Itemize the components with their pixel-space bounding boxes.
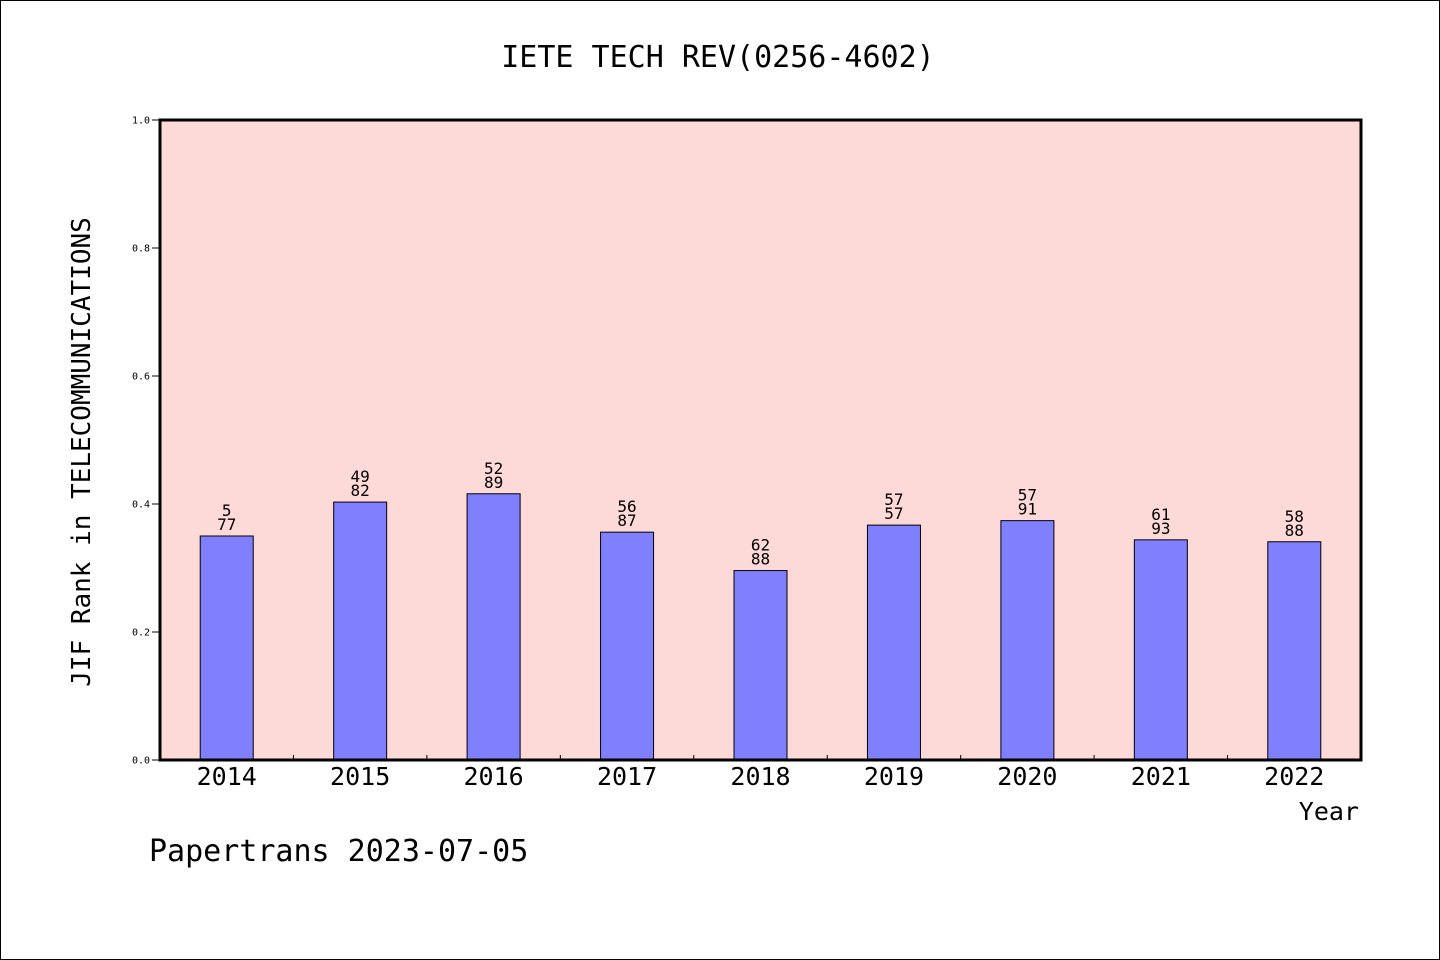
- y-tick-label: 0.8: [132, 244, 150, 255]
- y-tick-label: 0.6: [132, 372, 150, 383]
- bar-2017: [600, 531, 655, 761]
- bar-total-label: 89: [484, 473, 503, 492]
- y-axis-label: JIF Rank in TELECOMMUNICATIONS: [67, 217, 97, 687]
- bar-rank-label: 5: [222, 501, 232, 520]
- bar-rank-label: 62: [751, 536, 770, 555]
- bar-2020: [1000, 520, 1055, 761]
- bar-2015: [333, 501, 388, 761]
- chart-title: IETE TECH REV(0256-4602): [501, 40, 934, 75]
- bar-2016: [466, 493, 521, 761]
- bar-rank-label: 57: [1018, 486, 1037, 505]
- x-tick-label: 2018: [730, 762, 790, 791]
- bar-total-label: 87: [617, 511, 636, 530]
- y-tick-label: 0.2: [132, 628, 150, 639]
- bar-total-label: 88: [1285, 521, 1304, 540]
- bar-total-label: 82: [351, 481, 370, 500]
- footer-watermark: Papertrans 2023-07-05: [149, 834, 529, 869]
- bar-rank-label: 56: [617, 497, 636, 516]
- x-tick-label: 2017: [597, 762, 657, 791]
- bar-total-label: 93: [1151, 519, 1170, 538]
- x-tick-label: 2015: [330, 762, 390, 791]
- bar-rank-label: 49: [351, 467, 370, 486]
- x-tick-label: 2022: [1264, 762, 1324, 791]
- x-tick-label: 2019: [864, 762, 924, 791]
- y-axis: 0.0 0.2 0.4 0.6 0.8 1.0: [132, 116, 160, 767]
- bar-total-label: 77: [217, 515, 236, 534]
- bar-rank-label: 61: [1151, 505, 1170, 524]
- y-tick-label: 0.0: [132, 756, 150, 767]
- x-tick-label: 2021: [1131, 762, 1191, 791]
- y-tick-label: 1.0: [132, 116, 150, 127]
- bar-2018: [733, 570, 788, 761]
- bar-rank-label: 58: [1285, 507, 1304, 526]
- bar-2014: [199, 535, 254, 761]
- plot-border: [158, 118, 1363, 762]
- x-axis: 2014 2015 2016 2017 2018 2019 2020 2021 2022: [197, 755, 1324, 791]
- bars-layer: [199, 493, 1322, 761]
- bar-rank-label: 57: [884, 490, 903, 509]
- bar-rank-label: 52: [484, 459, 503, 478]
- bar-2021: [1133, 539, 1188, 761]
- bar-2019: [866, 524, 921, 761]
- x-tick-label: 2014: [197, 762, 257, 791]
- y-tick-label: 0.4: [132, 500, 150, 511]
- bar-2022: [1267, 541, 1322, 761]
- bar-total-label: 88: [751, 550, 770, 569]
- x-tick-label: 2016: [464, 762, 524, 791]
- bar-total-label: 57: [884, 504, 903, 523]
- bar-total-label: 91: [1018, 500, 1037, 519]
- x-tick-label: 2020: [997, 762, 1057, 791]
- x-axis-label: Year: [1299, 797, 1359, 826]
